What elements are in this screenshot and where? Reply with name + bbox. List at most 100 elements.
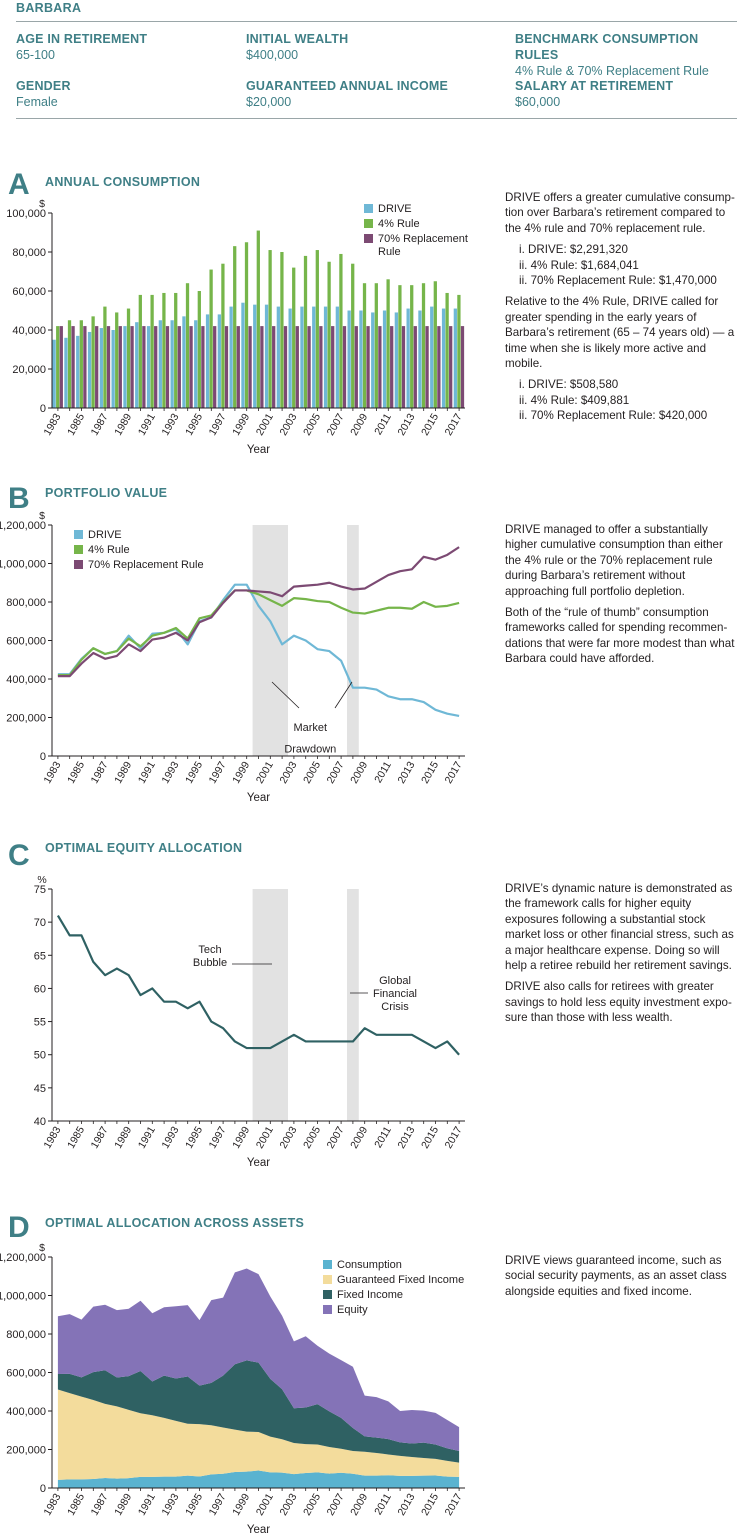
x-tick-label: 1999 xyxy=(230,1124,252,1150)
bar-drive xyxy=(386,279,390,408)
bar-70-replacement-rule xyxy=(378,326,382,408)
bar-drive xyxy=(327,261,331,408)
bar-drive xyxy=(221,263,225,408)
area-consumption xyxy=(57,1470,460,1488)
bar-4-rule xyxy=(394,312,398,408)
bar-4-rule xyxy=(264,304,269,408)
profile-header: BARBARA AGE IN RETIREMENT 65-100 INITIAL… xyxy=(0,0,737,125)
x-tick-label: 2005 xyxy=(301,759,323,785)
x-tick-label: 2001 xyxy=(254,1491,276,1517)
annotation-leader xyxy=(271,681,300,709)
bar-70-replacement-rule xyxy=(130,326,134,408)
bar-4-rule xyxy=(146,326,151,408)
y-tick-label: 1,200,000 xyxy=(0,520,46,532)
bar-70-replacement-rule xyxy=(425,326,429,408)
portfolio-value-chart: 0 200,000 400,000 600,000 800,000 1,000,000 1,… xyxy=(0,510,465,804)
section-title: OPTIMAL EQUITY ALLOCATION xyxy=(45,841,243,855)
y-tick-label: 1,200,000 xyxy=(0,1252,46,1264)
x-tick-label: 1991 xyxy=(136,759,158,785)
bar-4-rule xyxy=(288,308,292,408)
legend-label: Equity xyxy=(337,1304,368,1316)
asset-allocation-chart: 0 200,000 400,000 600,000 800,000 1,000,000 1,… xyxy=(0,1242,465,1534)
bar-4-rule xyxy=(241,302,245,408)
x-tick-label: 2009 xyxy=(348,1124,370,1150)
x-tick-label: 2005 xyxy=(301,1124,323,1150)
x-tick-label: 2011 xyxy=(372,759,394,785)
bar-drive xyxy=(351,263,355,408)
legend-label: Consumption xyxy=(337,1259,402,1271)
y-axis-unit: % xyxy=(37,874,46,886)
profile-field-label: BENCHMARK CONSUMPTION RULES xyxy=(515,32,699,62)
bar-70-replacement-rule xyxy=(59,326,63,408)
x-tick-label: 1993 xyxy=(159,411,181,437)
x-tick-label: 2017 xyxy=(443,411,465,437)
bar-drive xyxy=(150,294,154,408)
profile-field-label: SALARY AT RETIREMENT xyxy=(515,79,674,93)
bar-drive xyxy=(162,292,166,408)
x-tick-label: 1999 xyxy=(230,759,252,785)
bar-4-rule xyxy=(217,314,221,408)
x-tick-label: 1995 xyxy=(183,1124,205,1150)
note-paragraph: Both of the “rule of thumb” consumption … xyxy=(505,606,735,666)
profile-field-age: AGE IN RETIREMENT 65-100 xyxy=(16,31,147,63)
annotation-label: Crisis xyxy=(381,1001,409,1013)
y-tick-label: 75 xyxy=(34,884,46,896)
x-tick-label: 1987 xyxy=(89,759,111,785)
x-tick-label: 2001 xyxy=(254,1124,276,1150)
section-title: ANNUAL CONSUMPTION xyxy=(45,175,201,189)
profile-field-label: AGE IN RETIREMENT xyxy=(16,32,148,46)
y-tick-label: 65 xyxy=(34,950,46,962)
bar-4-rule xyxy=(382,310,387,408)
section-letter: C xyxy=(8,839,30,872)
bar-4-rule xyxy=(194,320,198,408)
x-tick-label: 1987 xyxy=(89,1491,111,1517)
x-tick-label: 1989 xyxy=(112,411,134,437)
y-tick-label: 50 xyxy=(34,1050,46,1062)
y-tick-label: 0 xyxy=(40,403,46,415)
x-tick-label: 1983 xyxy=(41,1124,63,1150)
x-tick-label: 2007 xyxy=(325,1124,347,1150)
bar-4-rule xyxy=(182,316,186,408)
x-tick-label: 2011 xyxy=(372,1124,394,1150)
bar-4-rule xyxy=(312,306,316,408)
section-letter: B xyxy=(8,482,30,515)
bar-4-rule xyxy=(371,312,375,408)
bar-4-rule xyxy=(87,331,92,408)
note-paragraph: DRIVE offers a greater cumulative consum… xyxy=(505,191,735,235)
profile-field-value: Female xyxy=(16,95,58,109)
section-notes: DRIVE’s dynamic nature is demonstrated a… xyxy=(505,881,737,1032)
bar-70-replacement-rule xyxy=(260,326,264,408)
bar-4-rule xyxy=(99,328,103,408)
bar-4-rule xyxy=(441,308,446,408)
x-axis-title: Year xyxy=(247,444,270,455)
bar-70-replacement-rule xyxy=(177,326,181,408)
annotation-label: Tech xyxy=(198,944,221,956)
y-tick-label: 60 xyxy=(34,983,46,995)
bar-drive xyxy=(445,292,449,408)
x-tick-label: 2001 xyxy=(254,411,276,437)
bar-drive xyxy=(362,283,367,408)
y-tick-label: 600,000 xyxy=(6,636,46,648)
bar-drive xyxy=(457,294,461,408)
y-axis-unit: $ xyxy=(39,510,45,522)
x-axis-title: Year xyxy=(247,1157,270,1169)
bar-70-replacement-rule xyxy=(71,326,75,408)
bar-drive xyxy=(256,230,260,408)
profile-field-guaranteed-income: GUARANTEED ANNUAL INCOME $20,000 xyxy=(246,78,448,110)
y-tick-label: 1,000,000 xyxy=(0,559,46,571)
x-tick-label: 1985 xyxy=(65,411,87,437)
bar-drive xyxy=(174,292,178,408)
x-tick-label: 1997 xyxy=(207,759,229,785)
note-paragraph: DRIVE also calls for retirees with great… xyxy=(505,980,732,1025)
x-tick-label: 1991 xyxy=(136,411,158,437)
bar-70-replacement-rule xyxy=(272,326,276,408)
bar-70-replacement-rule xyxy=(118,326,122,408)
legend-swatch xyxy=(364,219,373,228)
profile-field-label: GUARANTEED ANNUAL INCOME xyxy=(246,79,449,93)
x-tick-label: 1983 xyxy=(41,759,63,785)
y-tick-label: 1,000,000 xyxy=(0,1291,46,1303)
x-tick-label: 1987 xyxy=(89,1124,111,1150)
bar-70-replacement-rule xyxy=(342,326,347,408)
bar-70-replacement-rule xyxy=(189,326,193,408)
